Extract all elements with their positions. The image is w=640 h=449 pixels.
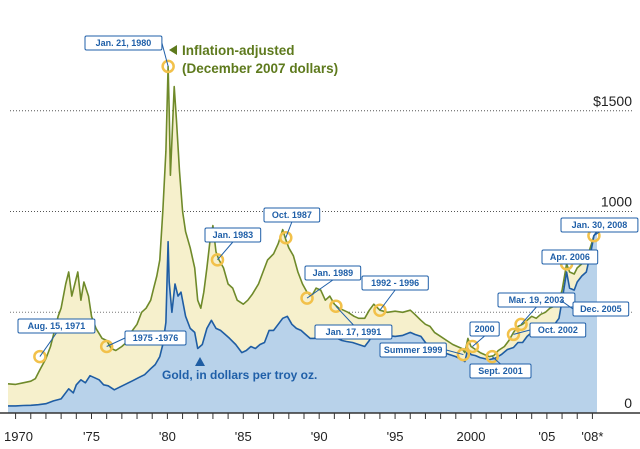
callout-box [469,321,500,337]
event-marker [300,291,314,305]
series-area-0 [8,66,597,414]
callout-connector [520,306,537,325]
x-tick-label: '90 [311,429,328,444]
x-tick-label: '05 [538,429,555,444]
callout-label: Sept. 2001 [478,366,523,376]
series-line-1 [8,231,598,407]
gold-label: Gold, in dollars per troy oz. [162,368,317,382]
callout-connector [217,241,234,261]
inflation-label-line1: Inflation-adjusted [182,43,295,58]
x-tick-label: '95 [387,429,404,444]
callout-box [124,330,187,346]
callout-label: Jan. 1989 [313,268,354,278]
x-tick-label: '08* [581,429,603,444]
event-marker [161,59,175,74]
event-marker [456,347,471,362]
callout-connector [106,337,126,347]
series-annotations: Inflation-adjusted (December 2007 dollar… [162,43,338,382]
x-tick-label: '80 [159,429,176,444]
event-callouts: Jan. 21, 1980 Aug. 15, 1971 1975 -1976 Jan.… [17,35,639,379]
callout-label: Dec. 2005 [580,304,622,314]
callout-box [379,342,447,358]
callout-label: Aug. 15, 1971 [28,321,86,331]
event-marker [33,349,47,364]
callout-label: Oct. 2002 [538,325,578,335]
event-marker [329,299,343,313]
callout-connector [513,329,531,335]
inflation-label-line2: (December 2007 dollars) [182,61,338,76]
callout-connector [593,231,600,237]
callout-label: Jan. 21, 1980 [96,38,152,48]
x-tick-label: '75 [83,429,100,444]
x-tick-label: '85 [235,429,252,444]
callout-label: Jan. 1983 [213,230,254,240]
callout-box [541,249,599,265]
y-tick-label: $1500 [593,93,632,109]
callout-label: Apr. 2006 [550,252,590,262]
callout-box [497,292,576,308]
callout-label: 2000 [475,324,495,334]
callout-connector [379,289,396,311]
callout-connector [161,42,169,67]
callout-box [263,207,321,223]
callout-connector [335,305,354,326]
callout-box [361,275,429,291]
callout-box [469,363,532,379]
callout-label: Summer 1999 [384,345,443,355]
callout-connector [446,349,464,356]
callout-connector [560,299,574,310]
gold-label-arrow-icon [195,357,205,366]
event-marker [99,339,114,354]
callout-label: Mar. 19, 2003 [509,295,565,305]
y-tick-label: 0 [624,395,632,411]
y-axis-labels: $1500 1000 0 [593,93,632,411]
callout-box [304,265,362,281]
x-tick-label: 1970 [4,429,33,444]
callout-box [560,217,639,233]
callout-connector [491,356,501,365]
event-marker [373,303,387,317]
callout-box [529,322,587,338]
callout-connector [472,335,485,347]
x-tick-label: 2000 [457,429,486,444]
event-marker [465,339,480,354]
callout-connector [285,221,293,238]
callout-box [17,318,96,334]
event-marker [506,327,521,342]
event-marker [210,253,225,267]
y-tick-label: 1000 [601,194,632,210]
event-marker [514,317,528,332]
callout-connector [39,332,57,357]
series-area-1 [8,231,597,413]
callout-label: Jan. 17, 1991 [326,327,382,337]
callout-box [314,324,393,340]
callout-connector [306,279,334,299]
series-areas [8,66,597,414]
event-marker [485,349,499,364]
callout-label: 1975 -1976 [133,333,179,343]
callout-box [84,35,163,51]
callout-box [572,301,630,317]
event-marker [279,230,293,245]
callout-label: 1992 - 1996 [371,278,419,288]
inflation-label-arrow-icon [169,45,177,55]
callout-label: Jan. 30, 2008 [572,220,628,230]
x-axis: 1970 '75 '80 '85 '90 '95 2000 '05 '08* [0,412,640,444]
gridlines [10,110,632,313]
callout-box [204,227,262,243]
callout-label: Oct. 1987 [272,210,312,220]
